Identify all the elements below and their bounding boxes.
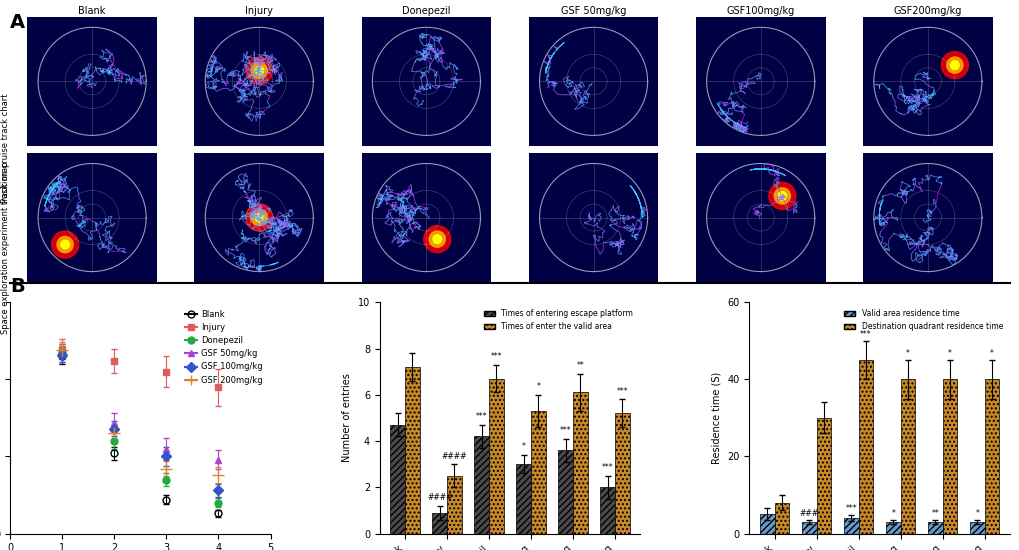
Bar — [446, 476, 462, 534]
Text: *: * — [891, 509, 895, 518]
Bar — [927, 522, 942, 533]
Bar — [488, 378, 503, 534]
Text: **: ** — [576, 361, 584, 371]
Text: **: ** — [930, 509, 938, 518]
Bar — [614, 413, 629, 534]
Title: GSF200mg/kg: GSF200mg/kg — [893, 6, 961, 16]
Text: ***: *** — [845, 504, 856, 513]
Text: ***: *** — [601, 463, 612, 472]
Title: Donepezil: Donepezil — [401, 6, 450, 16]
Text: *: * — [905, 349, 909, 358]
Circle shape — [251, 63, 267, 79]
Title: Blank: Blank — [78, 6, 106, 16]
Text: ***: *** — [559, 426, 571, 435]
Circle shape — [251, 210, 267, 226]
Text: *: * — [536, 382, 540, 391]
Bar — [816, 418, 830, 534]
Text: *: * — [521, 442, 525, 452]
Bar — [858, 360, 872, 534]
Circle shape — [773, 188, 790, 204]
Bar — [573, 393, 587, 534]
Circle shape — [246, 57, 272, 84]
Circle shape — [429, 231, 445, 248]
Bar — [531, 411, 545, 534]
Text: ***: *** — [859, 330, 871, 339]
Bar — [516, 464, 531, 534]
Circle shape — [255, 66, 263, 75]
Text: B: B — [10, 277, 24, 295]
Text: A: A — [10, 13, 25, 31]
Circle shape — [61, 240, 69, 249]
Legend: Blank, Injury, Donepezil, GSF 50mg/kg, GSF 100mg/kg, GSF 200mg/kg: Blank, Injury, Donepezil, GSF 50mg/kg, G… — [181, 306, 266, 388]
Circle shape — [946, 57, 962, 73]
Bar — [843, 518, 858, 534]
Bar — [969, 522, 983, 533]
Title: GSF 50mg/kg: GSF 50mg/kg — [560, 6, 626, 16]
Bar — [801, 522, 816, 533]
Bar — [886, 522, 900, 533]
Bar — [942, 379, 957, 534]
Text: *: * — [947, 349, 951, 358]
Text: *: * — [974, 509, 978, 518]
Legend: Valid area residence time, Destination quadrant residence time: Valid area residence time, Destination q… — [840, 306, 1005, 334]
Circle shape — [52, 231, 78, 258]
Circle shape — [432, 235, 441, 244]
Bar — [390, 425, 405, 534]
Circle shape — [950, 61, 958, 69]
Bar — [759, 514, 773, 534]
Circle shape — [941, 52, 967, 79]
Title: Injury: Injury — [246, 6, 273, 16]
Text: ***: *** — [476, 412, 487, 421]
Bar — [599, 487, 614, 534]
Circle shape — [57, 236, 73, 252]
Circle shape — [777, 191, 786, 200]
Bar — [773, 503, 789, 534]
Bar — [900, 379, 914, 534]
Circle shape — [255, 213, 263, 222]
Circle shape — [246, 204, 272, 231]
Circle shape — [768, 183, 795, 210]
Circle shape — [423, 226, 450, 252]
Y-axis label: Number of entries: Number of entries — [342, 373, 352, 463]
Text: ####: #### — [441, 452, 467, 461]
Legend: Times of entering escape platform, Times of enter the valid area: Times of entering escape platform, Times… — [480, 306, 636, 334]
Y-axis label: Residence time (S): Residence time (S) — [711, 372, 721, 464]
Text: Space exploration experiment track map: Space exploration experiment track map — [1, 161, 9, 334]
Text: Position cruise track chart: Position cruise track chart — [1, 94, 9, 204]
Text: ***: *** — [615, 387, 628, 396]
Text: ###: ### — [799, 509, 818, 518]
Bar — [405, 367, 420, 534]
Bar — [557, 450, 573, 534]
Text: ####: #### — [427, 493, 452, 502]
Bar — [983, 379, 999, 534]
Text: *: * — [989, 349, 993, 358]
Title: GSF100mg/kg: GSF100mg/kg — [726, 6, 794, 16]
Bar — [474, 436, 488, 534]
Bar — [432, 513, 446, 534]
Text: ***: *** — [490, 352, 501, 361]
